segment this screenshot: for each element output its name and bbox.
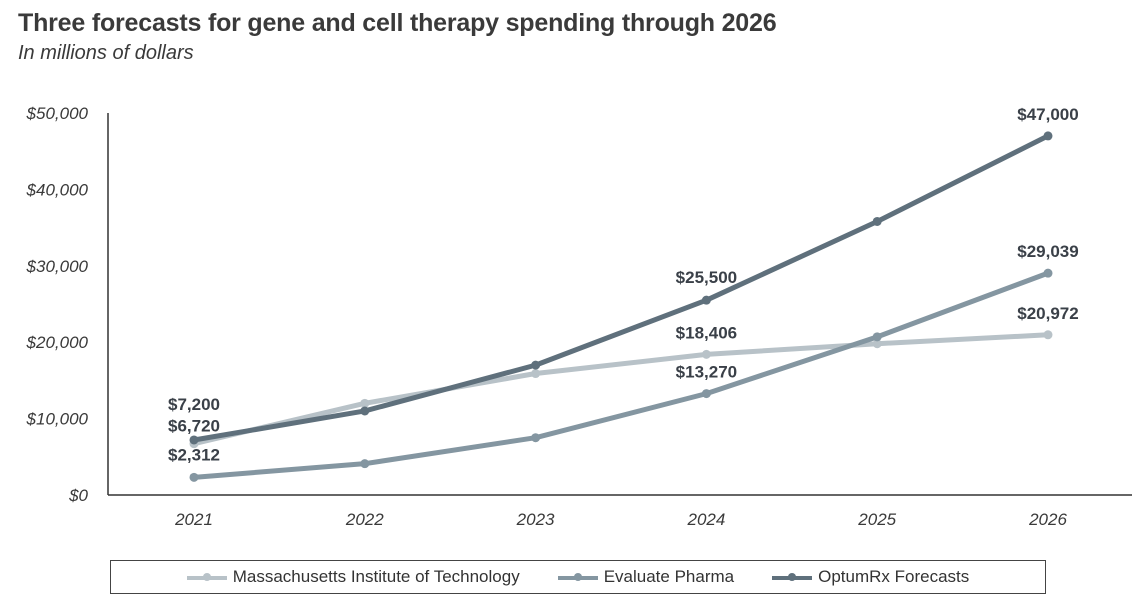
series-line (191, 270, 1051, 480)
line-chart: $0 $10,000 $20,000 $30,000 $40,000 $50,000 202… (26, 104, 1132, 529)
x-tick-label: 2023 (516, 510, 555, 529)
axes: $0 $10,000 $20,000 $30,000 $40,000 $50,000 202… (26, 104, 1132, 529)
data-point (531, 369, 541, 379)
y-tick-label: $0 (68, 486, 88, 505)
legend: Massachusetts Institute of Technology Ev… (110, 560, 1046, 594)
y-tick-label: $50,000 (26, 104, 89, 123)
data-label: $13,270 (676, 363, 737, 382)
legend-item-evaluate-pharma: Evaluate Pharma (557, 567, 735, 587)
x-tick-label: 2022 (345, 510, 384, 529)
data-label: $2,312 (168, 445, 220, 464)
data-label: $47,000 (1017, 105, 1078, 124)
data-point (872, 332, 882, 342)
data-label: $7,200 (168, 395, 220, 414)
legend-label-optumrx: OptumRx Forecasts (818, 567, 970, 586)
data-point (189, 472, 199, 482)
data-point (872, 216, 882, 226)
data-label: $25,500 (676, 268, 737, 287)
data-point (189, 435, 199, 445)
series-line (191, 332, 1051, 447)
data-point (1043, 131, 1053, 141)
legend-swatch-optumrx (772, 571, 813, 583)
x-tick-label: 2025 (857, 510, 896, 529)
x-tick-label: 2021 (174, 510, 213, 529)
data-point (701, 389, 711, 399)
y-tick-label: $40,000 (26, 180, 89, 199)
chart-subtitle: In millions of dollars (18, 42, 194, 64)
y-tick-label: $10,000 (26, 410, 89, 429)
y-tick-label: $20,000 (26, 333, 89, 352)
data-label: $18,406 (676, 323, 737, 342)
data-point (360, 406, 370, 416)
legend-swatch-evaluate-pharma (557, 571, 598, 583)
series-lines (189, 131, 1053, 482)
data-point (701, 295, 711, 305)
data-point (872, 339, 882, 349)
legend-item-optumrx: OptumRx Forecasts (772, 567, 969, 587)
chart-title: Three forecasts for gene and cell therap… (18, 9, 777, 37)
legend-label-evaluate-pharma: Evaluate Pharma (603, 567, 735, 586)
data-point (531, 360, 541, 370)
data-label: $20,972 (1017, 304, 1078, 323)
legend-item-mit: Massachusetts Institute of Technology (186, 567, 520, 587)
x-tick-label: 2024 (686, 510, 725, 529)
data-label: $29,039 (1017, 242, 1078, 261)
data-point (701, 349, 711, 359)
series-line (191, 133, 1051, 443)
data-point (1043, 330, 1053, 340)
x-tick-label: 2026 (1028, 510, 1067, 529)
y-tick-label: $30,000 (26, 257, 89, 276)
data-point (360, 459, 370, 469)
data-point (1043, 268, 1053, 278)
legend-label-mit: Massachusetts Institute of Technology (232, 567, 520, 586)
data-point (360, 398, 370, 408)
legend-swatch-mit (186, 571, 227, 583)
data-label: $6,720 (168, 417, 220, 436)
data-labels: $6,720 $18,406 $20,972 $2,312 $13,270 $29,039… (168, 105, 1079, 464)
data-point (531, 433, 541, 443)
